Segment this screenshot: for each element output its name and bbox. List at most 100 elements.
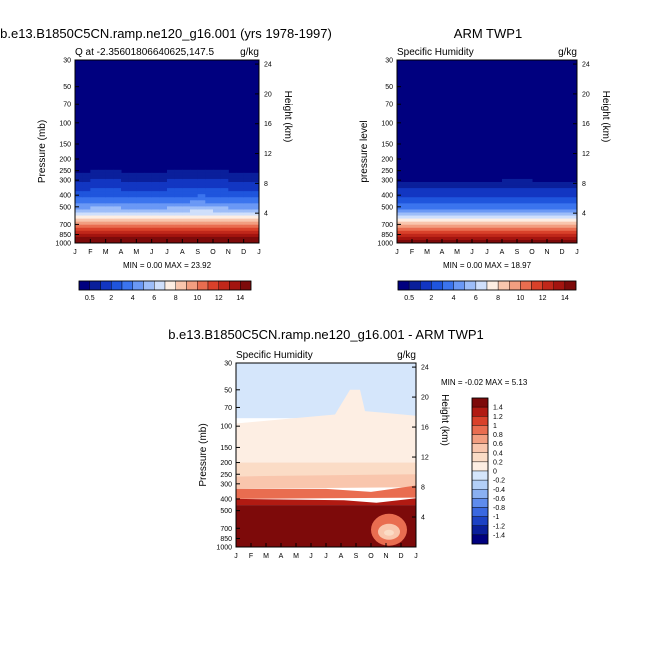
heatmap-cell — [182, 215, 191, 220]
x-tick-label: F — [88, 249, 92, 256]
heatmap-cell — [167, 215, 176, 220]
heatmap-cell — [144, 212, 153, 217]
heatmap-cell — [524, 200, 533, 204]
heatmap-cell — [213, 169, 222, 174]
x-tick-label: J — [395, 249, 399, 256]
heatmap-cell — [144, 227, 153, 232]
heatmap-cell — [82, 239, 91, 244]
heatmap-cell — [569, 212, 578, 217]
heatmap-cell — [167, 233, 176, 238]
heatmap-cell — [128, 224, 137, 229]
heatmap-cell — [121, 188, 130, 192]
heatmap-cell — [464, 182, 473, 186]
y-tick-label: 200 — [59, 157, 71, 164]
heatmap-cell — [128, 175, 137, 180]
heatmap-cell — [569, 185, 578, 189]
heatmap-cell — [182, 200, 191, 204]
heatmap-cell — [190, 185, 199, 189]
heatmap-cell — [457, 209, 465, 213]
heatmap-cell — [494, 197, 503, 201]
heatmap-cell — [159, 172, 168, 177]
heatmap-cell — [449, 182, 458, 186]
heatmap-cell — [419, 230, 428, 235]
heatmap-cell — [113, 172, 122, 177]
heatmap-cell — [159, 188, 168, 192]
heatmap-cell — [464, 191, 473, 195]
heatmap-cell — [113, 239, 122, 244]
y-tick-label: 300 — [381, 178, 393, 185]
heatmap-cell — [90, 233, 99, 238]
heatmap-cell — [547, 206, 555, 210]
heatmap-cell — [517, 212, 525, 217]
heatmap-cell — [509, 221, 518, 226]
heatmap-cell — [397, 209, 405, 213]
heatmap-cell — [75, 172, 84, 177]
heatmap-cell — [243, 221, 252, 226]
heatmap-cell — [82, 203, 91, 207]
heatmap-cell — [427, 224, 435, 229]
heatmap-cell — [457, 215, 465, 220]
heatmap-cell — [98, 194, 107, 198]
height-tick-label: 16 — [264, 121, 272, 128]
heatmap-cell — [121, 239, 130, 244]
heatmap-cell — [167, 227, 176, 232]
heatmap-cell — [144, 233, 153, 238]
heatmap-cell — [442, 197, 450, 201]
heatmap-cell — [532, 200, 540, 204]
heatmap-cell — [136, 191, 145, 195]
heatmap-cell — [397, 233, 405, 238]
heatmap-cell — [220, 182, 229, 186]
heatmap-cell — [502, 194, 510, 198]
heatmap-cell — [412, 200, 420, 204]
heatmap-cell — [220, 215, 229, 220]
colorbar-swatch — [553, 280, 566, 291]
heatmap-cell — [494, 224, 503, 229]
heatmap-cell — [397, 197, 405, 201]
heatmap-cell — [464, 197, 473, 201]
heatmap-cell — [228, 218, 237, 223]
heatmap-cell — [75, 200, 84, 204]
heatmap-cell — [151, 230, 160, 235]
heatmap-cell — [532, 203, 540, 207]
heatmap-cell — [479, 194, 488, 198]
heatmap-cell — [434, 218, 443, 223]
heatmap-cell — [419, 191, 428, 195]
heatmap-cell — [82, 227, 91, 232]
heatmap-cell — [397, 194, 405, 198]
heatmap-cell — [539, 209, 548, 213]
heatmap-cell — [159, 212, 168, 217]
heatmap-cell — [397, 185, 405, 189]
heatmap-cell — [197, 230, 206, 235]
heatmap-cell — [213, 215, 222, 220]
band-0-2 — [236, 462, 416, 477]
heatmap-cell — [404, 212, 413, 217]
heatmap-cell — [182, 191, 191, 195]
heatmap-cell — [144, 175, 153, 180]
heatmap-cell — [151, 200, 160, 204]
x-tick-label: J — [470, 249, 474, 256]
heatmap-cell — [479, 218, 488, 223]
heatmap-cell — [82, 236, 91, 241]
x-tick-label: O — [368, 553, 374, 560]
x-tick-label: M — [263, 553, 269, 560]
heatmap-cell — [121, 233, 130, 238]
colorbar-swatch — [143, 280, 155, 291]
heatmap-cell — [190, 236, 199, 241]
heatmap-cell — [412, 194, 420, 198]
chart-subtitle: Specific Humidity — [397, 47, 474, 58]
heatmap-cell — [236, 172, 245, 177]
heatmap-cell — [251, 194, 260, 198]
heatmap-cell — [128, 236, 137, 241]
heatmap-cell — [494, 233, 503, 238]
heatmap-cell — [251, 233, 260, 238]
heatmap-cell — [128, 212, 137, 217]
heatmap-cell — [151, 215, 160, 220]
height-tick-label: 24 — [582, 62, 590, 69]
heatmap-cell — [190, 172, 199, 177]
heatmap-cell — [524, 178, 533, 183]
y-tick-label: 250 — [381, 168, 393, 175]
x-tick-label: A — [279, 553, 284, 560]
heatmap-cell — [427, 230, 435, 235]
heatmap-cell — [554, 215, 563, 220]
heatmap-cell — [404, 197, 413, 201]
